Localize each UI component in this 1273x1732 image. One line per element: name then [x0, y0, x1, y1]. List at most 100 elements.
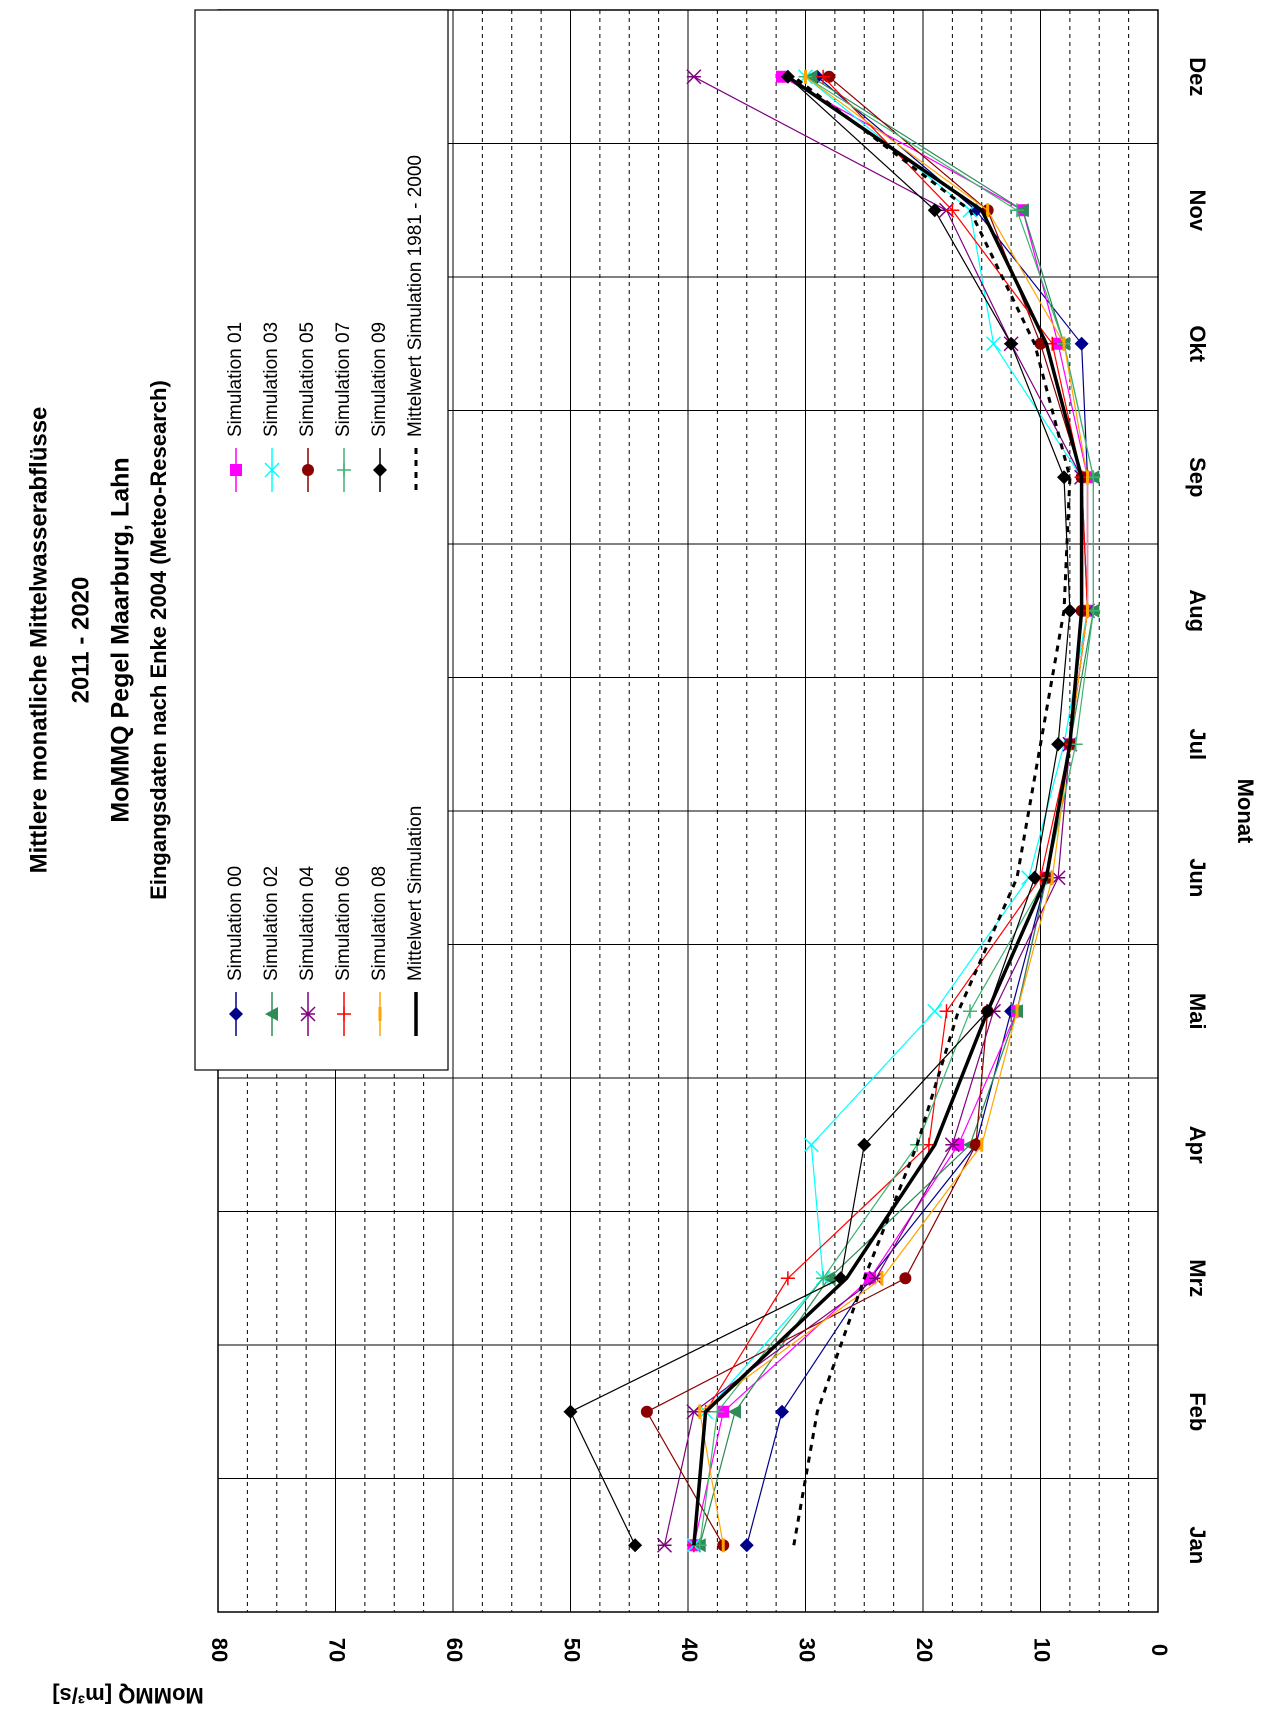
data-point [1074, 336, 1089, 351]
data-point [563, 1404, 578, 1419]
data-point [230, 464, 242, 476]
data-point [1010, 203, 1024, 218]
data-point-marker [229, 1007, 243, 1021]
series-mittelwert-simulation-1981-2000 [792, 75, 1072, 1546]
data-point-marker [640, 1405, 653, 1418]
data-point [857, 1137, 872, 1152]
data-point-marker [1057, 470, 1071, 485]
data-point-marker [230, 464, 242, 476]
legend-label: Simulation 08 [369, 866, 390, 981]
y-tick-label: 0 [1147, 1644, 1172, 1656]
data-point [985, 336, 1002, 352]
data-point [710, 1404, 725, 1419]
data-point [775, 1404, 789, 1419]
legend-label: Simulation 04 [297, 865, 318, 981]
legend-label: Simulation 05 [297, 322, 318, 437]
data-point-marker [265, 1007, 278, 1021]
data-point-marker [728, 1404, 741, 1419]
series-simulation-08 [698, 69, 1089, 1553]
y-tick-label: 20 [912, 1638, 937, 1662]
data-point [1004, 336, 1019, 351]
x-tick-label: Apr [1185, 1126, 1210, 1164]
series-mittelwert-simulation [692, 75, 1084, 1546]
data-point [780, 1271, 795, 1286]
legend-box [194, 9, 449, 1071]
legend-entry: Simulation 03 [261, 322, 282, 492]
x-axis-title: Monat [1233, 779, 1258, 844]
y-axis-title: MoMMQ [m³/s] [52, 1683, 204, 1708]
legend-entry: Simulation 00 [225, 866, 246, 1036]
chart-title-line: Mittlere monatliche Mittelwasserabflüsse [25, 407, 52, 874]
data-point [656, 1537, 673, 1553]
legend-label: Simulation 01 [225, 322, 246, 437]
data-point [628, 1538, 643, 1553]
data-point [927, 203, 942, 218]
data-point [739, 1538, 754, 1553]
chart-title-line: MoMMQ Pegel Maarburg, Lahn [107, 457, 135, 822]
data-point-marker [739, 1538, 754, 1553]
data-point-marker [373, 463, 387, 477]
y-tick-label: 40 [677, 1638, 702, 1662]
data-point-marker [1004, 336, 1019, 351]
legend-label: Simulation 09 [369, 322, 390, 437]
data-point [1057, 470, 1071, 485]
data-point [686, 69, 702, 85]
legend-label: Simulation 07 [333, 322, 354, 437]
data-point [927, 1003, 943, 1019]
data-point [337, 463, 351, 477]
data-point-marker [1062, 603, 1077, 618]
y-tick-label: 60 [442, 1638, 467, 1662]
data-point-marker [563, 1404, 578, 1419]
series-line [699, 76, 1089, 1546]
legend-entry: Simulation 05 [297, 322, 318, 492]
legend-label: Simulation 06 [333, 866, 354, 981]
series-line [792, 75, 1072, 1546]
x-tick-label: Sep [1185, 457, 1210, 497]
data-point [264, 462, 280, 478]
x-tick-label: Jul [1185, 728, 1210, 760]
legend-entry: Simulation 02 [261, 866, 282, 1036]
x-tick-label: Jan [1185, 1526, 1210, 1564]
x-tick-label: Okt [1185, 325, 1210, 362]
series-line [569, 76, 1071, 1546]
x-tick-label: Mai [1185, 993, 1210, 1030]
legend-entry: Mittelwert Simulation 1981 - 2000 [405, 155, 426, 492]
data-point [945, 203, 960, 218]
data-point [816, 1271, 831, 1286]
data-point [969, 1138, 982, 1151]
data-point [265, 1007, 278, 1021]
data-point-marker [985, 336, 1002, 352]
legend-entry: Simulation 09 [369, 322, 390, 492]
legend-entry: Simulation 01 [225, 322, 246, 492]
chart-title-line: Eingangsdaten nach Enke 2004 (Meteo-Rese… [146, 380, 171, 900]
legend-entry: Simulation 08 [369, 866, 390, 1036]
data-point-marker [1074, 336, 1089, 351]
data-point-marker [1027, 870, 1042, 885]
data-point-marker [927, 203, 942, 218]
y-tick-label: 80 [207, 1638, 232, 1662]
data-point-marker [628, 1538, 643, 1553]
data-point [229, 1007, 243, 1021]
series-group [563, 69, 1101, 1553]
data-point [337, 1007, 351, 1021]
data-point [1062, 603, 1077, 618]
data-point-marker [302, 464, 314, 476]
legend-label: Mittelwert Simulation 1981 - 2000 [405, 155, 426, 437]
y-tick-label: 10 [1030, 1638, 1055, 1662]
x-tick-label: Aug [1185, 589, 1210, 632]
data-point-marker [927, 1003, 943, 1019]
data-point [728, 1404, 741, 1419]
data-point-marker [899, 1272, 912, 1285]
x-tick-label: Dez [1185, 57, 1210, 96]
data-point [803, 1137, 819, 1153]
legend-entry: Mittelwert Simulation [405, 806, 426, 1036]
data-point [373, 463, 387, 477]
data-point-marker [969, 1138, 982, 1151]
data-point [640, 1405, 653, 1418]
data-point [300, 1006, 316, 1022]
data-point [963, 1004, 977, 1019]
data-point [939, 1004, 954, 1019]
data-point-marker [857, 1137, 872, 1152]
